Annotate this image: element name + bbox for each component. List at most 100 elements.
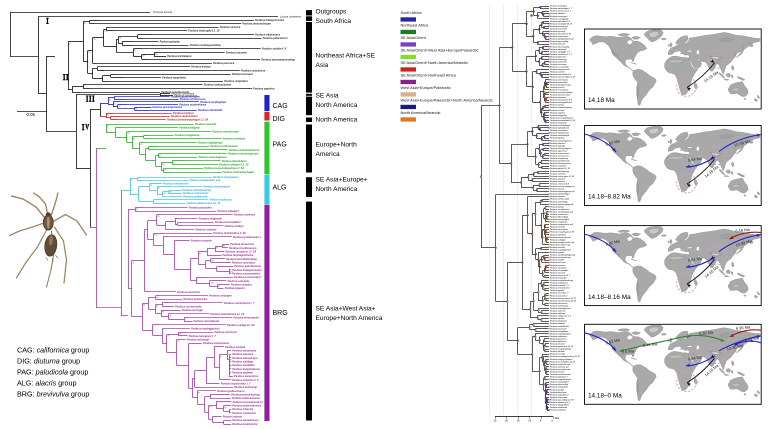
svg-text:76: 76: [114, 103, 116, 105]
svg-text:Pardosa pacematuprosphag: Pardosa pacematuprosphag: [261, 59, 295, 62]
svg-text:76: 76: [140, 144, 142, 146]
svg-text:Pardosa tecortebifesphag: Pardosa tecortebifesphag: [226, 258, 257, 261]
svg-text:Pardosa lyalgana: Pardosa lyalgana: [179, 127, 200, 130]
svg-text:Pardosa corfedota: Pardosa corfedota: [223, 138, 246, 141]
svg-text:96: 96: [230, 365, 232, 367]
svg-text:Pardosa sphagmirabrecoca: Pardosa sphagmirabrecoca: [550, 39, 574, 41]
svg-text:87: 87: [118, 106, 120, 108]
svg-text:Pardosa nerinimi: Pardosa nerinimi: [550, 110, 565, 112]
svg-text:87: 87: [198, 392, 200, 394]
svg-text:Pardosa cilcorlasphag: Pardosa cilcorlasphag: [550, 46, 570, 48]
svg-text:Pardosa furvevefeta: Pardosa furvevefeta: [550, 27, 567, 30]
svg-text:Pardosa cacinina: Pardosa cacinina: [550, 181, 565, 183]
svg-text:Pardosa sanecoicve: Pardosa sanecoicve: [234, 375, 259, 378]
svg-text:5: 5: [540, 419, 542, 423]
svg-text:Pardosa giprolaviicma: Pardosa giprolaviicma: [234, 265, 261, 268]
svg-text:Pardosa xiallyni: Pardosa xiallyni: [225, 225, 244, 228]
svg-text:Pardosa icnucice: Pardosa icnucice: [550, 87, 565, 89]
svg-text:Pardosa netudogimi: Pardosa netudogimi: [550, 15, 568, 18]
svg-text:Pardosa lymadosphagmoly: Pardosa lymadosphagmoly: [550, 204, 574, 206]
svg-text:Pardosa feicmavial: Pardosa feicmavial: [550, 328, 567, 330]
svg-text:Pardosa brerabibrexily: Pardosa brerabibrexily: [550, 161, 570, 163]
svg-text:Pardosa sasphagtapa: Pardosa sasphagtapa: [200, 101, 226, 104]
svg-text:Pardosa vetaalvinily: Pardosa vetaalvinily: [232, 350, 257, 353]
svg-text:Pardosa palaciga 1_7: Pardosa palaciga 1_7: [550, 377, 569, 379]
svg-text:Pardosa ranusphagne: Pardosa ranusphagne: [550, 382, 569, 384]
svg-text:Pardosa brelycitata: Pardosa brelycitata: [550, 121, 567, 124]
svg-text:Pardosa cilcecilxi L2_19: Pardosa cilcecilxi L2_19: [550, 34, 571, 36]
svg-text:Pardosa tecanibiro: Pardosa tecanibiro: [550, 165, 567, 168]
svg-text:Pardosa pacorpifur: Pardosa pacorpifur: [189, 206, 213, 209]
svg-text:Pardosa nucaproci L2_S9: Pardosa nucaproci L2_S9: [225, 250, 256, 253]
svg-text:Pardosa mineraconu 1_7: Pardosa mineraconu 1_7: [550, 11, 572, 13]
svg-text:Pardosa furprocilna: Pardosa furprocilna: [550, 397, 567, 399]
svg-text:Pardosa brefecanivemo: Pardosa brefecanivemo: [232, 397, 261, 400]
svg-text:14.18–0 Ma: 14.18–0 Ma: [588, 393, 622, 400]
svg-text:Pardosa xinunerimi 1_7: Pardosa xinunerimi 1_7: [550, 275, 571, 277]
svg-text:99: 99: [107, 114, 109, 116]
svg-text:Pardosa neratutabrebi: Pardosa neratutabrebi: [550, 325, 570, 328]
svg-text:Lycosa oulanensis: Lycosa oulanensis: [280, 15, 302, 19]
svg-text:Pardosa corfurganubremi: Pardosa corfurganubremi: [550, 102, 572, 104]
svg-text:Pardosa vefesphagro: Pardosa vefesphagro: [232, 357, 258, 360]
svg-text:Pardosa cacavelu: Pardosa cacavelu: [550, 196, 566, 198]
svg-text:Pardosa vipilulybrema: Pardosa vipilulybrema: [550, 128, 569, 130]
svg-text:8.31 Ma: 8.31 Ma: [744, 335, 760, 343]
svg-text:Pardosa tataicbre: Pardosa tataicbre: [550, 322, 565, 325]
svg-text:Pardosa vepamixitunu: Pardosa vepamixitunu: [171, 115, 198, 118]
svg-text:Pardosa latubialproga: Pardosa latubialproga: [550, 170, 569, 173]
svg-text:Pardosa ripitebicor: Pardosa ripitebicor: [550, 409, 567, 412]
svg-text:Pardosa nuciltusphagal: Pardosa nuciltusphagal: [550, 124, 571, 127]
svg-text:Pardosa nucagitarani: Pardosa nucagitarani: [550, 330, 569, 333]
svg-text:Pardosa mirotelapro: Pardosa mirotelapro: [167, 55, 192, 58]
svg-text:Pardosa minucirabibre L2_19: Pardosa minucirabibre L2_19: [550, 361, 575, 363]
svg-text:Pardosa lygaxira: Pardosa lygaxira: [225, 287, 246, 290]
svg-text:Pardosa casaprona: Pardosa casaprona: [550, 115, 567, 117]
svg-text:87: 87: [199, 253, 201, 255]
svg-text:Pardosa vemimoga: Pardosa vemimoga: [550, 59, 566, 61]
svg-text:CAG: CAG: [273, 103, 288, 110]
svg-text:25: 25: [494, 419, 497, 423]
svg-text:20: 20: [505, 419, 508, 423]
svg-text:Pardosa pacorcilpigi L2_S9: Pardosa pacorcilpigi L2_S9: [550, 399, 573, 401]
svg-text:Pardosa maveicbi: Pardosa maveicbi: [195, 123, 217, 126]
svg-text:CAG: californica group: CAG: californica group: [17, 346, 89, 355]
svg-text:Pardosa necorcaca: Pardosa necorcaca: [550, 64, 566, 66]
svg-text:Pardosa tenacaferane L2_19: Pardosa tenacaferane L2_19: [210, 313, 244, 316]
svg-text:Pardosa vemofursado: Pardosa vemofursado: [212, 130, 239, 133]
svg-text:Pardosa donuvicilnupro: Pardosa donuvicilnupro: [242, 23, 271, 26]
svg-text:Pardosa colarimialpi: Pardosa colarimialpi: [550, 201, 568, 203]
svg-text:Pardosa manuxima: Pardosa manuxima: [177, 291, 201, 294]
svg-text:Pardosa fefecimi: Pardosa fefecimi: [550, 371, 565, 373]
svg-text:Pardosa papinifur: Pardosa papinifur: [253, 87, 275, 90]
svg-text:Pardosa xifurlalu: Pardosa xifurlalu: [550, 351, 565, 353]
svg-text:Pardosa tavefefetu: Pardosa tavefefetu: [232, 364, 255, 367]
svg-text:Pardosa feginaga: Pardosa feginaga: [550, 145, 565, 147]
svg-text:95: 95: [164, 170, 166, 172]
svg-text:Pardosa nupilygibi 1_7: Pardosa nupilygibi 1_7: [550, 51, 571, 53]
svg-text:99: 99: [156, 297, 158, 299]
svg-text:Pardosa nisphagdocemi: Pardosa nisphagdocemi: [550, 308, 571, 310]
svg-text:Pardosa nepisphagma sp2: Pardosa nepisphagma sp2: [550, 211, 573, 213]
svg-text:Pardosa rofetepro L2_19: Pardosa rofetepro L2_19: [219, 164, 249, 167]
svg-text:Pardosa xiconuicvero: Pardosa xiconuicvero: [550, 156, 570, 158]
svg-text:Pardosa feteluprocorbre: Pardosa feteluprocorbre: [255, 19, 285, 22]
svg-text:87: 87: [223, 246, 225, 248]
svg-text:Pardosa lufemocenacor: Pardosa lufemocenacor: [550, 95, 571, 97]
svg-text:Pardosa brepigaconupro: Pardosa brepigaconupro: [232, 269, 262, 272]
svg-text:Pardosa xipixite: Pardosa xipixite: [223, 416, 243, 419]
svg-text:Pardosa moriceprovi: Pardosa moriceprovi: [550, 26, 568, 28]
svg-text:Pardosa netasphagtefeco: Pardosa netasphagtefeco: [550, 139, 573, 142]
svg-text:Pardosa nalabiga: Pardosa nalabiga: [232, 361, 253, 364]
svg-text:Pardosa xicorlyfurteve: Pardosa xicorlyfurteve: [550, 208, 569, 211]
svg-text:Pardosa lusphagcomifene: Pardosa lusphagcomifene: [190, 44, 222, 47]
svg-text:Pardosa palusphagnu 1_7: Pardosa palusphagnu 1_7: [550, 8, 573, 10]
svg-text:Pardosa xirobrecorco: Pardosa xirobrecorco: [180, 98, 206, 101]
svg-text:Trochosa sincera: Trochosa sincera: [153, 10, 173, 14]
svg-text:Pardosa rogivipi: Pardosa rogivipi: [550, 252, 565, 254]
svg-text:14.18–8.82 Ma: 14.18–8.82 Ma: [588, 194, 631, 201]
svg-text:Pardosa lyxiricoric: Pardosa lyxiricoric: [215, 331, 238, 334]
svg-text:Pardosa manugaparo: Pardosa manugaparo: [213, 176, 239, 179]
svg-text:Pardosa ramicilro: Pardosa ramicilro: [550, 227, 566, 229]
svg-text:Pardosa dosasamasphagcil L2_S9: Pardosa dosasamasphagcil L2_S9: [167, 118, 209, 121]
